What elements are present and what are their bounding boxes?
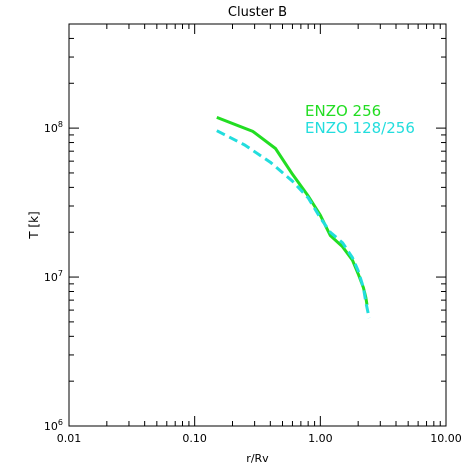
x-axis-label: r/Rv <box>246 452 269 465</box>
legend-entry: ENZO 128/256 <box>305 119 415 137</box>
y-tick-label: 107 <box>44 269 63 284</box>
y-tick-label: 108 <box>44 120 63 135</box>
y-axis-label: T [k] <box>27 211 41 239</box>
plot-frame <box>68 23 447 427</box>
x-axis: 0.01 0.10 1.00 10.00 <box>57 24 462 445</box>
y-axis: 106 107 108 <box>44 37 446 433</box>
x-tick-label: 0.01 <box>57 432 82 445</box>
x-tick-label: 10.00 <box>430 432 462 445</box>
series-line <box>216 116 369 306</box>
chart-title: Cluster B <box>228 5 287 20</box>
x-tick-label: 0.10 <box>182 432 207 445</box>
y-tick-label: 106 <box>44 418 63 433</box>
x-tick-label: 1.00 <box>308 432 333 445</box>
legend-entry: ENZO 256 <box>305 102 381 120</box>
series-line <box>216 129 371 319</box>
series-lines <box>216 116 371 319</box>
